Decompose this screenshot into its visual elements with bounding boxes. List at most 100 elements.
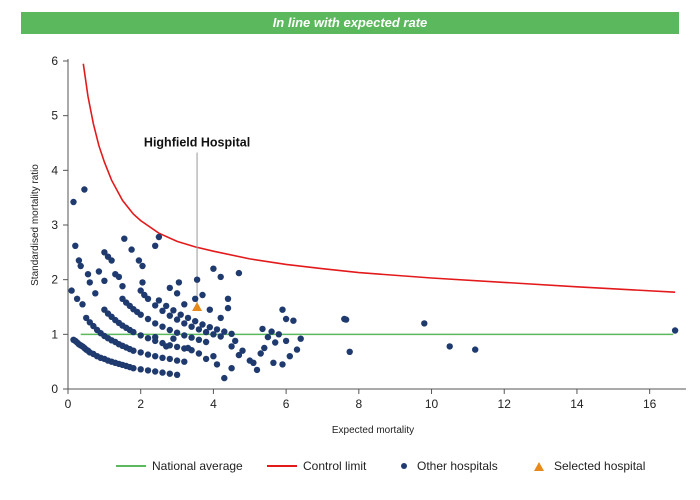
other-hospital-point <box>275 331 282 338</box>
y-tick-label: 1 <box>51 327 58 341</box>
legend-line-red <box>267 465 297 467</box>
other-hospital-point <box>282 337 290 345</box>
other-hospital-point <box>192 295 199 302</box>
other-hospital-point <box>261 344 268 352</box>
other-hospital-point <box>188 323 195 330</box>
other-hospital-point <box>166 326 173 334</box>
other-hospital-point <box>181 332 188 339</box>
other-hospital-point <box>155 297 163 304</box>
other-hospital-point <box>177 311 184 318</box>
other-hospital-point <box>235 351 243 359</box>
other-hospital-point <box>671 327 679 334</box>
other-hospital-point <box>92 290 99 297</box>
other-hospital-point <box>224 295 232 302</box>
other-hospital-point <box>181 358 188 365</box>
other-hospital-point <box>115 273 123 281</box>
other-hospital-point <box>152 242 159 249</box>
other-hospital-point <box>195 336 203 343</box>
other-hospital-point <box>181 320 188 327</box>
other-hospital-point <box>286 353 293 360</box>
other-hospital-point <box>210 353 217 360</box>
other-hospital-point <box>181 301 188 308</box>
other-hospital-point <box>217 333 224 340</box>
y-tick-label: 2 <box>51 273 58 287</box>
other-hospital-point <box>170 307 177 314</box>
other-hospital-point <box>152 353 159 360</box>
y-tick-label: 4 <box>51 163 58 177</box>
other-hospital-point <box>175 279 183 286</box>
x-tick-label: 10 <box>425 397 439 411</box>
other-hospital-point <box>232 337 239 345</box>
other-hospital-point <box>224 304 232 312</box>
legend-dot-icon <box>401 463 407 469</box>
other-hospital-point <box>77 262 84 270</box>
other-hospital-point <box>268 328 275 335</box>
other-hospital-point <box>137 311 144 318</box>
other-hospital-point <box>279 361 286 368</box>
other-hospital-point <box>282 315 290 323</box>
other-hospital-point <box>346 348 353 355</box>
other-hospital-point <box>199 321 206 328</box>
other-hospital-point <box>166 284 173 292</box>
other-hospital-point <box>119 283 126 290</box>
other-hospital-point <box>228 330 235 337</box>
other-hospital-point <box>184 314 192 322</box>
legend-line-green <box>116 465 146 467</box>
other-hospital-point <box>290 317 297 324</box>
other-hospital-point <box>250 359 257 366</box>
other-hospital-point <box>206 324 213 331</box>
other-hospital-point <box>81 186 88 193</box>
other-hospital-point <box>195 326 203 333</box>
other-hospital-point <box>166 370 173 377</box>
other-hospital-point <box>173 316 181 323</box>
chart-legend: National average Control limit Other hos… <box>0 455 700 479</box>
other-hospital-point <box>472 346 479 353</box>
other-hospital-point <box>206 306 213 313</box>
other-hospital-point <box>152 320 159 327</box>
other-hospital-point <box>421 320 428 327</box>
other-hospital-point <box>210 331 217 338</box>
other-hospital-point <box>159 369 166 376</box>
other-hospital-point <box>144 367 152 374</box>
other-hospital-point <box>137 366 144 373</box>
other-hospital-point <box>342 316 350 323</box>
other-hospital-point <box>101 249 108 256</box>
other-hospital-point <box>73 295 81 302</box>
y-tick-label: 3 <box>51 218 58 232</box>
other-hospital-point <box>272 339 279 346</box>
other-hospital-point <box>202 338 210 346</box>
other-hospital-point <box>130 365 137 372</box>
other-hospital-point <box>128 246 135 253</box>
other-hospital-point <box>210 265 217 272</box>
annotation-label: Highfield Hospital <box>144 135 250 149</box>
x-axis-label: Expected mortality <box>332 425 414 436</box>
x-tick-label: 16 <box>643 397 657 411</box>
other-hospital-point <box>144 335 152 342</box>
other-hospital-point <box>83 314 90 322</box>
other-hospital-point <box>173 371 181 378</box>
legend-label: Selected hospital <box>554 459 646 473</box>
chart-banner: In line with expected rate <box>21 12 679 34</box>
other-hospital-point <box>84 271 92 278</box>
other-hospital-point <box>130 328 137 336</box>
legend-selected-hospital: Selected hospital <box>532 459 645 473</box>
other-hospital-point <box>264 333 272 341</box>
x-tick-label: 2 <box>137 397 144 411</box>
other-hospital-point <box>173 329 181 336</box>
legend-national-average: National average <box>116 459 243 473</box>
other-hospital-point <box>195 350 203 357</box>
other-hospital-point <box>144 295 152 302</box>
x-tick-label: 4 <box>210 397 217 411</box>
other-hospital-point <box>239 347 246 354</box>
other-hospital-point <box>270 359 277 366</box>
legend-label: Control limit <box>303 459 367 473</box>
y-axis-label: Standardised mortality ratio <box>30 164 41 286</box>
other-hospital-point <box>217 273 224 281</box>
other-hospital-point <box>202 328 210 336</box>
control-limit-line <box>82 63 676 293</box>
legend-label: National average <box>152 459 243 473</box>
other-hospital-point <box>257 350 264 357</box>
other-hospital-point <box>155 233 163 241</box>
other-hospital-point <box>137 349 144 356</box>
other-hospital-point <box>192 318 199 325</box>
